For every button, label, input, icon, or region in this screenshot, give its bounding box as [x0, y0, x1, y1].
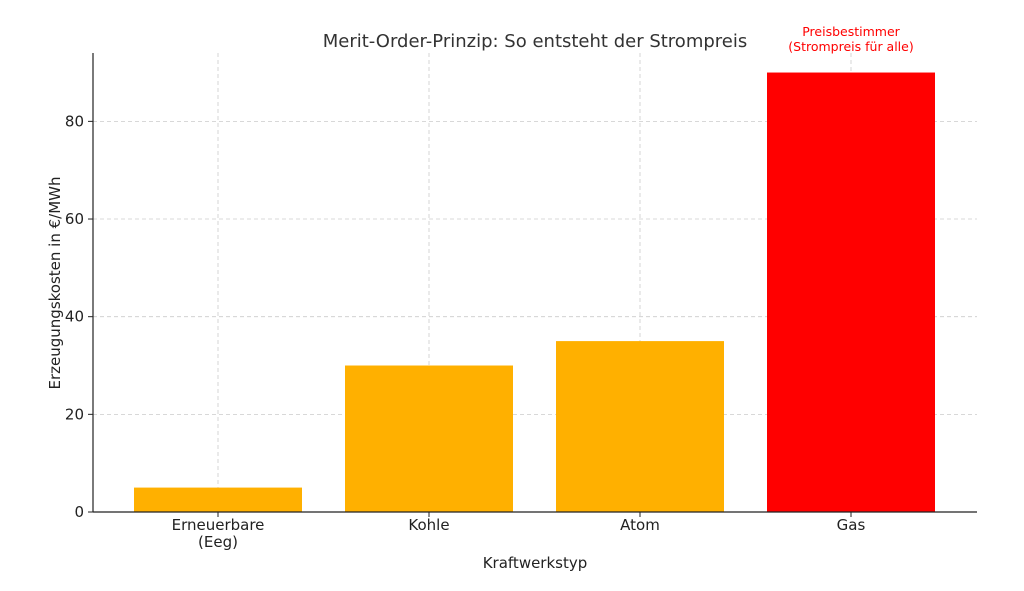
x-tick-label: Gas	[837, 516, 866, 534]
bars-layer	[134, 72, 935, 512]
y-tick-label: 60	[65, 210, 84, 228]
chart-title: Merit-Order-Prinzip: So entsteht der Str…	[323, 31, 748, 52]
price-setter-annotation: Preisbestimmer (Strompreis für alle)	[788, 24, 913, 54]
bar	[556, 341, 724, 512]
x-tick-label: Atom	[620, 516, 660, 534]
y-tick-label: 20	[65, 405, 84, 423]
y-tick-label: 0	[74, 503, 84, 521]
x-tick-label: Erneuerbare (Eeg)	[172, 516, 265, 551]
axes-layer	[88, 53, 977, 517]
x-tick-label: Kohle	[408, 516, 449, 534]
bar	[767, 72, 935, 512]
bar	[134, 487, 302, 512]
bar	[345, 365, 513, 512]
labels-layer: 0 20 40 60 80 Erneuerbare (Eeg) Kohle Atom Gas Pre…	[65, 24, 914, 551]
y-axis-label: Erzeugungskosten in €/MWh	[46, 177, 64, 390]
y-tick-label: 40	[65, 308, 84, 326]
x-axis-label: Kraftwerkstyp	[483, 554, 588, 572]
y-tick-label: 80	[65, 112, 84, 130]
